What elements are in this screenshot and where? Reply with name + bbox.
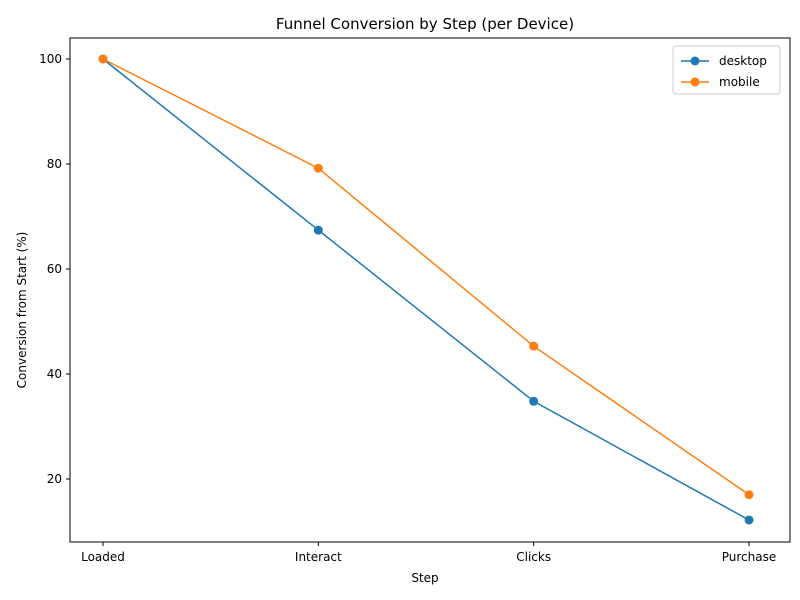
plot-area: Loaded Interact Clicks Purchase 20 40 60 80 100	[39, 37, 791, 564]
data-point-mobile-1	[313, 163, 323, 173]
y-tick-label: 60	[47, 262, 62, 276]
chart-title: Funnel Conversion by Step (per Device)	[276, 15, 574, 33]
x-tick-label: Interact	[295, 550, 342, 564]
x-tick-label: Clicks	[516, 550, 551, 564]
plot-frame	[69, 37, 791, 543]
legend-label-mobile: mobile	[719, 75, 760, 89]
series-line-desktop	[102, 58, 750, 521]
x-tick-label: Loaded	[81, 550, 125, 564]
data-point-desktop-1	[313, 225, 323, 235]
data-point-mobile-3	[744, 490, 754, 500]
legend-marker-mobile	[690, 77, 700, 87]
data-point-desktop-2	[529, 396, 539, 406]
data-point-mobile-2	[529, 341, 539, 351]
data-point-mobile-0	[98, 54, 108, 64]
series-line-mobile	[102, 58, 750, 496]
y-tick-label: 40	[47, 367, 62, 381]
y-tick-label: 80	[47, 157, 62, 171]
legend-marker-desktop	[690, 56, 700, 66]
x-tick-label: Purchase	[722, 550, 777, 564]
x-axis-label: Step	[411, 571, 438, 585]
y-tick-label: 100	[39, 52, 62, 66]
y-tick-label: 20	[47, 472, 62, 486]
y-axis-label: Conversion from Start (%)	[15, 232, 29, 389]
legend-label-desktop: desktop	[719, 54, 767, 68]
legend: desktop mobile	[672, 45, 781, 95]
data-point-desktop-3	[744, 515, 754, 525]
